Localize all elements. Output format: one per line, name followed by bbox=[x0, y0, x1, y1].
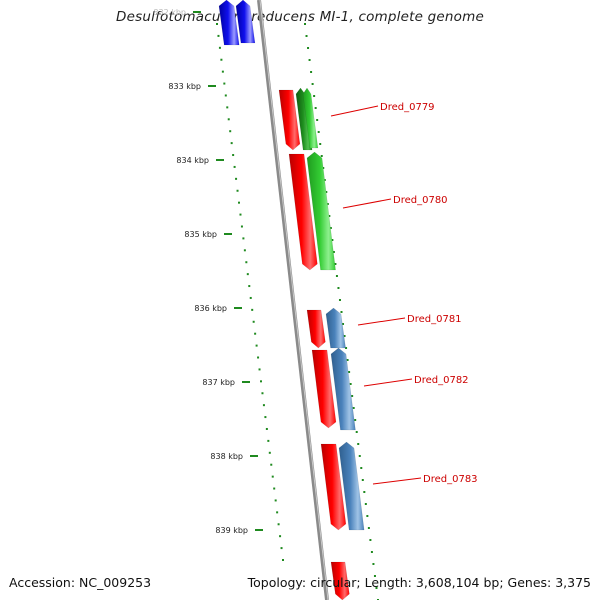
gene-bar-steel bbox=[330, 347, 356, 431]
gene-leader-line bbox=[330, 105, 379, 117]
gene-layer bbox=[218, 0, 365, 600]
gene-label: Dred_0782 bbox=[414, 375, 469, 386]
gene-bar-steel bbox=[325, 307, 346, 349]
kbp-label: 832 kbp bbox=[153, 8, 186, 17]
gene-leader-line bbox=[357, 317, 406, 326]
label-layer: 832 kbp 833 kbp 834 kbp 835 kbp 836 kbp 837 k… bbox=[153, 8, 477, 535]
gene-label: Dred_0783 bbox=[423, 474, 478, 485]
gene-bar-steel bbox=[338, 441, 365, 531]
gene-bar-red bbox=[288, 153, 318, 271]
tick-layer bbox=[193, 11, 379, 600]
kbp-label: 838 kbp bbox=[210, 452, 243, 461]
kbp-label: 836 kbp bbox=[194, 304, 227, 313]
gene-bar-red bbox=[320, 443, 347, 531]
kbp-label: 833 kbp bbox=[168, 82, 201, 91]
gene-leader-line bbox=[372, 477, 422, 485]
gene-label: Dred_0781 bbox=[407, 314, 462, 325]
gene-bar-blue bbox=[235, 0, 256, 44]
genome-backbone bbox=[257, 0, 329, 600]
gene-bar-red bbox=[278, 89, 301, 151]
accession-text: Accession: NC_009253 bbox=[9, 575, 152, 590]
gene-bar-red bbox=[306, 309, 326, 349]
gene-leader-line bbox=[363, 378, 413, 387]
gene-bar-blue bbox=[218, 0, 240, 46]
kbp-label: 834 kbp bbox=[176, 156, 209, 165]
backbone-highlight bbox=[259, 0, 329, 600]
gene-bar-green bbox=[302, 87, 319, 149]
gene-label: Dred_0779 bbox=[380, 102, 435, 113]
topology-summary: Topology: circular; Length: 3,608,104 bp… bbox=[247, 575, 591, 590]
gene-leader-line bbox=[342, 198, 392, 209]
kbp-label: 837 kbp bbox=[202, 378, 235, 387]
gene-bar-red bbox=[330, 561, 350, 600]
kbp-label: 835 kbp bbox=[184, 230, 217, 239]
gene-bar-green bbox=[306, 151, 336, 271]
backbone-layer bbox=[257, 0, 329, 600]
map-title: Desulfotomaculum reducens MI-1, complete… bbox=[116, 9, 484, 25]
kbp-label: 839 kbp bbox=[215, 526, 248, 535]
gene-label: Dred_0780 bbox=[393, 195, 448, 206]
gene-bar-red bbox=[311, 349, 337, 429]
